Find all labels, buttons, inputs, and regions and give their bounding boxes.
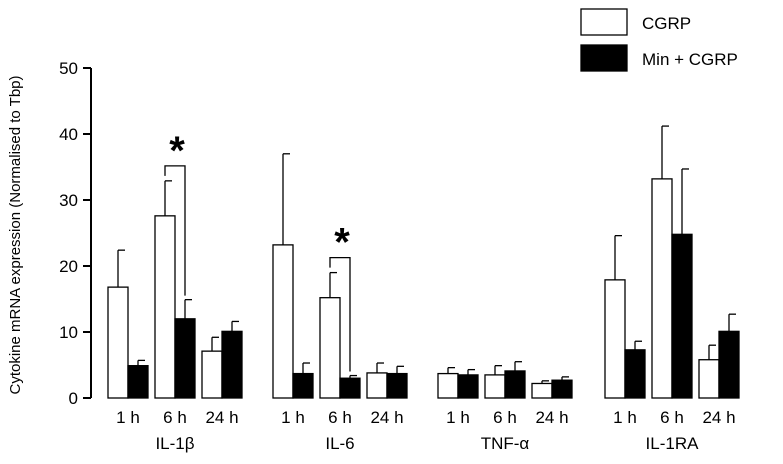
- y-tick-label: 10: [59, 323, 78, 342]
- significance-bracket: [329, 256, 351, 372]
- bar-min-cgrp: [551, 379, 573, 399]
- bar-cgrp: [366, 372, 388, 399]
- y-axis-label: Cytokine mRNA expression (Normalised to …: [7, 75, 24, 394]
- bar-min-cgrp: [221, 330, 243, 399]
- x-tick-label: 24 h: [702, 408, 735, 427]
- bar-min-cgrp: [127, 365, 149, 399]
- group-label: IL-1β: [155, 434, 194, 453]
- x-tick-label: 6 h: [328, 408, 352, 427]
- x-tick-label: 6 h: [493, 408, 517, 427]
- significance-bracket: [164, 165, 186, 296]
- x-tick-label: 6 h: [660, 408, 684, 427]
- legend: CGRP Min + CGRP: [580, 8, 738, 72]
- bar-cgrp: [201, 350, 223, 399]
- bar-min-cgrp: [671, 233, 693, 399]
- bar-cgrp: [531, 382, 553, 399]
- x-tick-label: 1 h: [446, 408, 470, 427]
- bar-cgrp: [272, 244, 294, 399]
- x-tick-label: 24 h: [205, 408, 238, 427]
- legend-label: CGRP: [642, 14, 691, 33]
- bar-cgrp: [651, 178, 673, 399]
- bar-min-cgrp: [292, 372, 314, 399]
- bar-cgrp: [154, 215, 176, 399]
- bar-min-cgrp: [718, 330, 740, 399]
- group-label: IL-1RA: [646, 434, 700, 453]
- group-label: TNF-α: [481, 434, 530, 453]
- bar-cgrp: [107, 286, 129, 399]
- bar-min-cgrp: [624, 349, 646, 399]
- x-tick-label: 24 h: [370, 408, 403, 427]
- legend-swatch: [580, 44, 628, 72]
- x-tick-label: 1 h: [613, 408, 637, 427]
- x-tick-label: 1 h: [281, 408, 305, 427]
- x-tick-label: 6 h: [163, 408, 187, 427]
- bar-min-cgrp: [457, 374, 479, 399]
- legend-swatch: [580, 8, 628, 36]
- bar-min-cgrp: [504, 370, 526, 399]
- y-tick-label: 50: [59, 59, 78, 78]
- significance-star: *: [169, 129, 185, 173]
- x-tick-label: 1 h: [116, 408, 140, 427]
- x-tick-label: 24 h: [535, 408, 568, 427]
- legend-label: Min + CGRP: [642, 50, 738, 69]
- group-label: IL-6: [325, 434, 354, 453]
- y-tick-label: 20: [59, 257, 78, 276]
- bar-min-cgrp: [339, 377, 361, 399]
- bar-cgrp: [437, 372, 459, 399]
- y-tick-label: 0: [69, 389, 78, 408]
- bar-cgrp: [604, 279, 626, 399]
- bar-cgrp: [319, 297, 341, 399]
- bar-cgrp: [484, 374, 506, 399]
- y-tick-label: 30: [59, 191, 78, 210]
- bar-cgrp: [698, 359, 720, 399]
- significance-star: *: [334, 221, 350, 265]
- bar-min-cgrp: [386, 372, 408, 399]
- y-tick-label: 40: [59, 125, 78, 144]
- bar-min-cgrp: [174, 318, 196, 399]
